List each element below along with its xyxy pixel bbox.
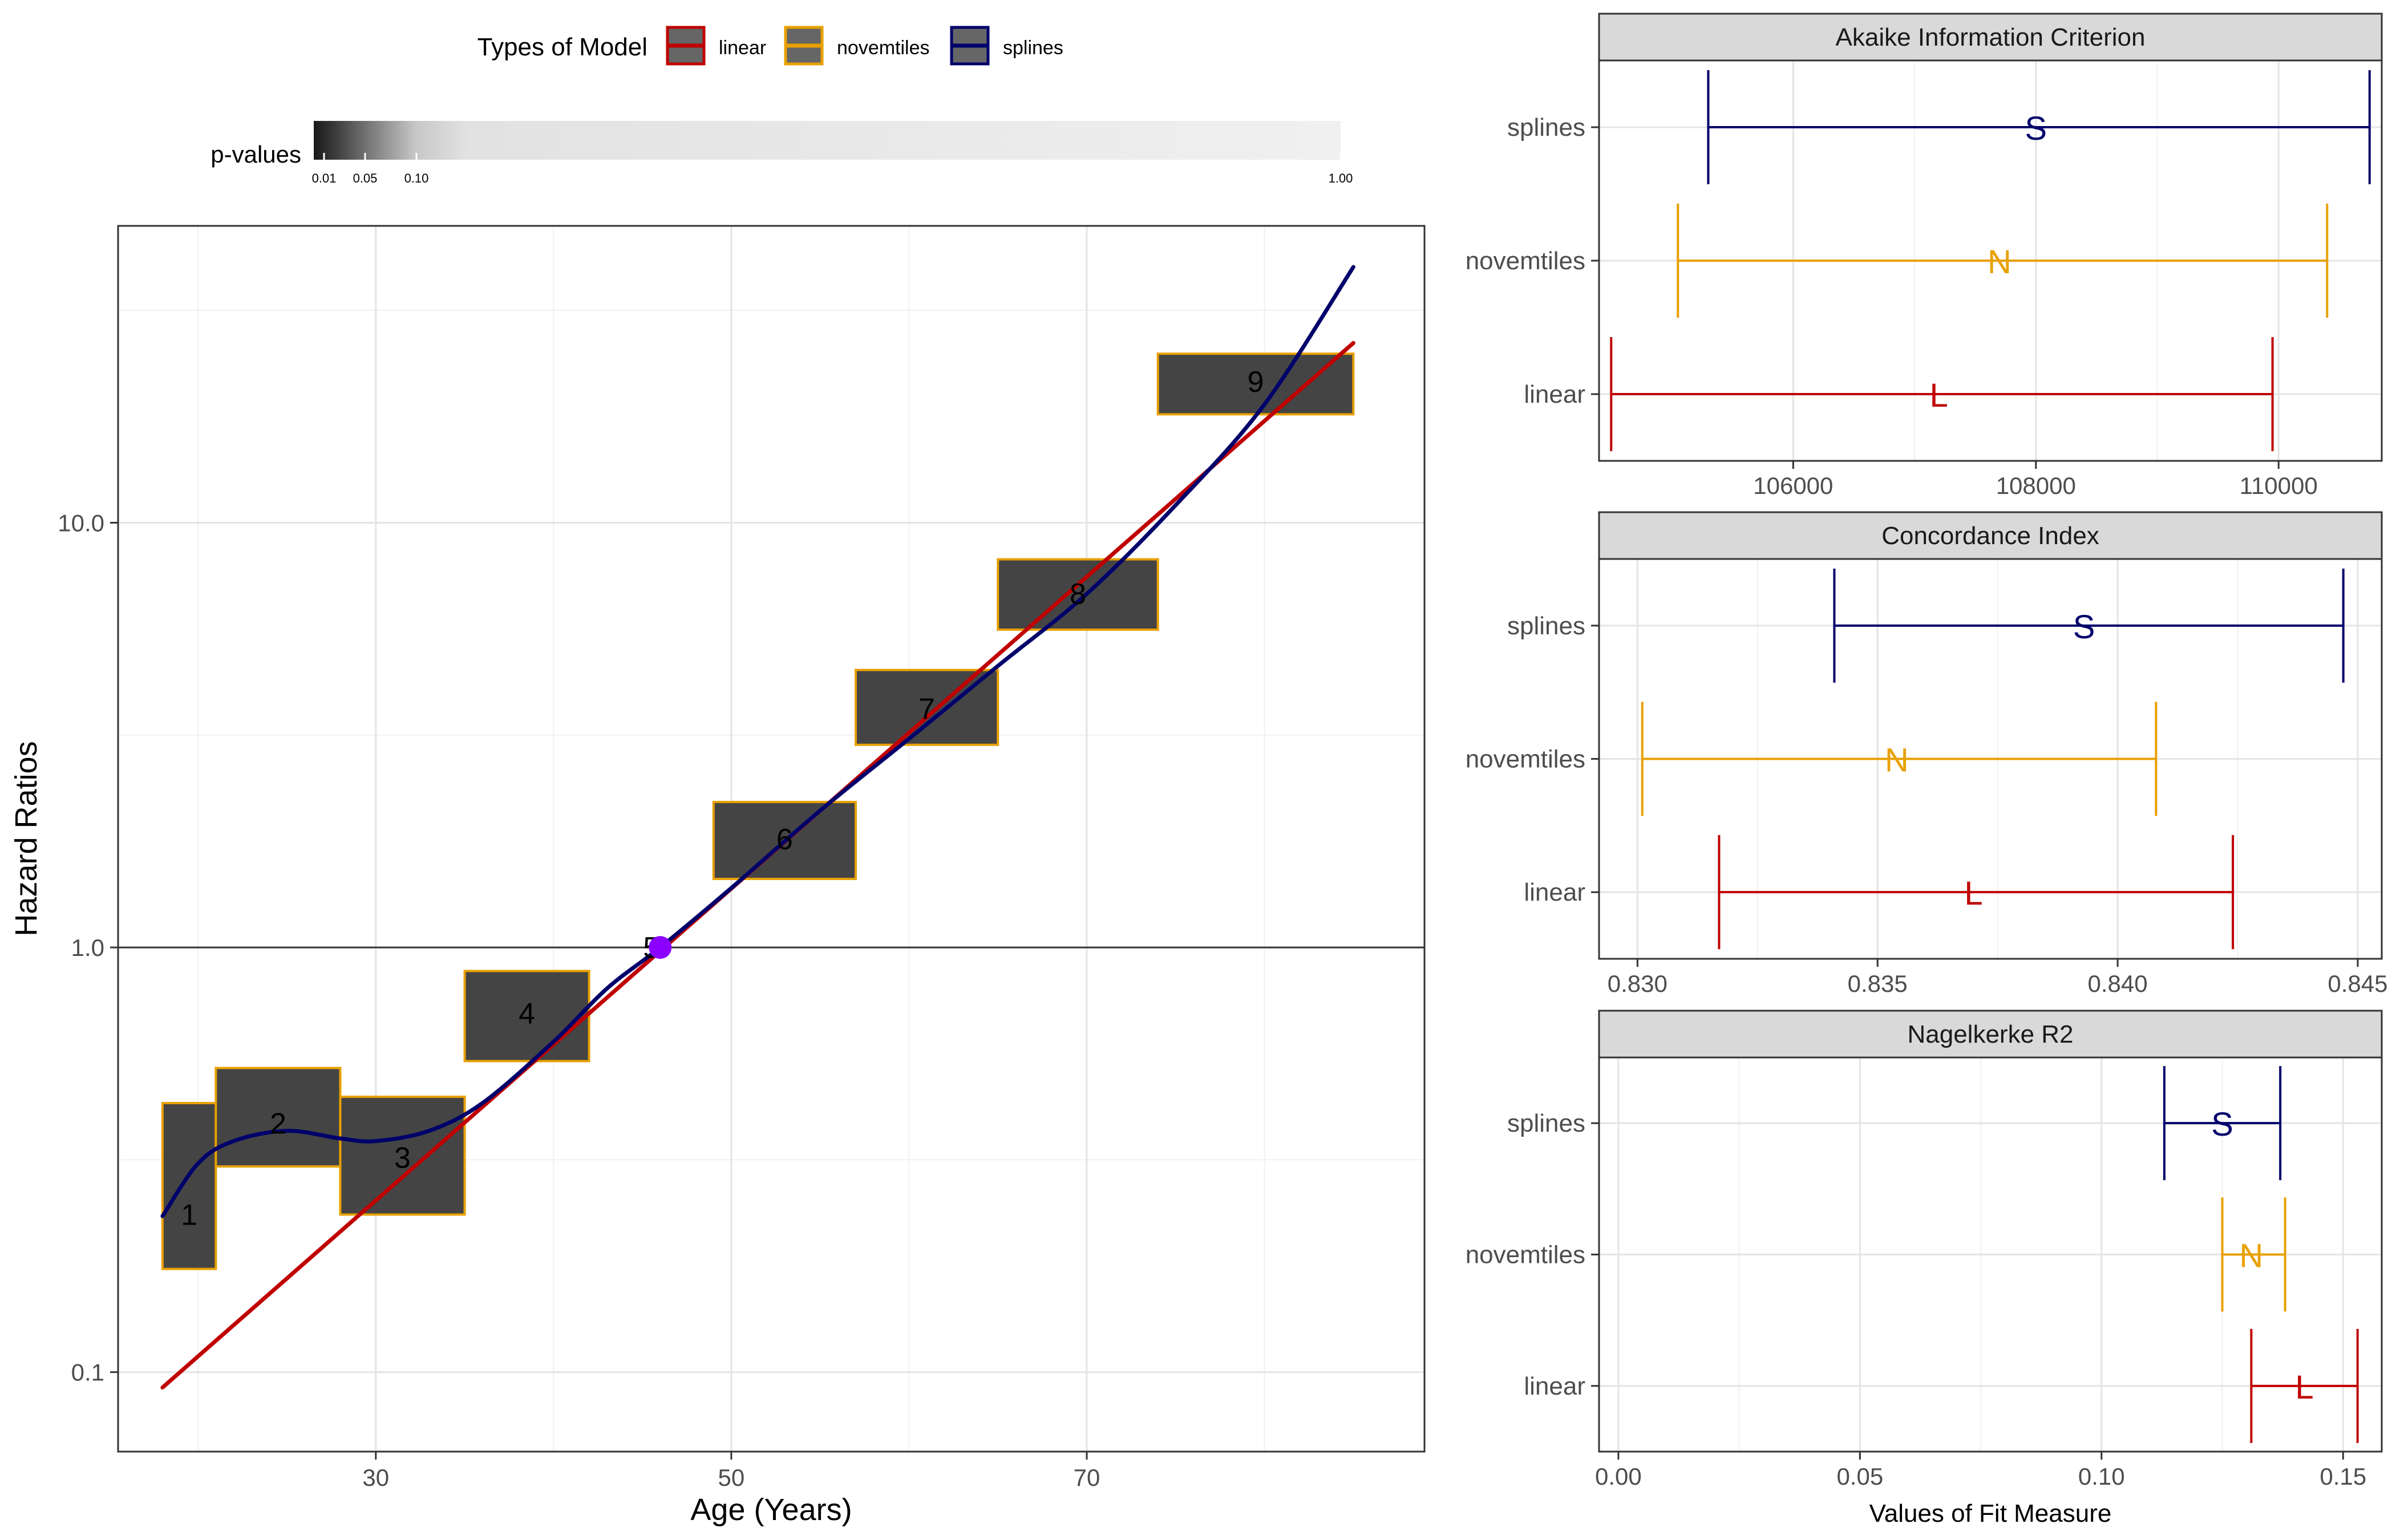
pvalue-tick-label: 0.10 [404,171,429,185]
category-label: splines [1507,612,1585,640]
x-tick-label: 70 [1074,1464,1100,1491]
pvalue-tick-label: 0.05 [353,171,378,185]
x-axis-title: Age (Years) [690,1493,852,1527]
legend-items: linear novemtiles splines [666,26,1063,66]
reference-point [649,936,672,959]
point-marker-linear: L [1964,875,1982,912]
category-label: splines [1507,1109,1585,1137]
novemtile-box-2 [214,1067,342,1168]
point-marker-novemtiles: N [1885,742,1909,779]
x-tick-label: 0.830 [1608,970,1668,997]
x-tick-label: 0.10 [2078,1463,2125,1490]
novemtile-label-6: 6 [776,823,793,856]
pvalue-ticks: 0.01 0.05 0.10 1.00 [312,153,1353,185]
novemtile-label-1: 1 [181,1198,197,1231]
category-label: novemtiles [1466,1241,1585,1269]
novemtile-box-1 [161,1102,217,1270]
x-tick-label: 0.840 [2088,970,2148,997]
facet-strip [1598,511,2383,560]
facet-x-axis-title: Values of Fit Measure [1869,1500,2112,1527]
novemtile-box-4 [463,970,590,1063]
x-tick-label: 106000 [1753,472,1833,499]
splines-curve [160,265,1355,1218]
facet-title: Concordance Index [1881,522,2099,550]
point-marker-novemtiles: N [1988,244,2011,281]
point-marker-splines: S [2211,1106,2233,1143]
novemtile-box-3 [339,1095,466,1216]
x-tick-label: 108000 [1996,472,2076,499]
point-marker-splines: S [2073,609,2095,646]
novemtile-label-9: 9 [1248,366,1264,399]
legend-area: Types of Model linear novemtiles splines p… [211,26,1353,185]
category-label: linear [1524,1372,1585,1400]
novemtile-label-3: 3 [394,1142,411,1175]
y-tick-label: 0.1 [71,1359,104,1386]
pvalue-tick-label: 1.00 [1329,171,1353,185]
novemtile-box-7 [854,668,999,746]
facet-strip [1598,1010,2383,1059]
novemtile-label-7: 7 [918,692,935,726]
category-label: novemtiles [1466,247,1585,275]
x-tick-label: 0.05 [1836,1463,1883,1490]
novemtile-label-4: 4 [519,997,535,1030]
facet-title: Nagelkerke R2 [1907,1020,2073,1048]
category-label: linear [1524,380,1585,408]
x-tick-label: 0.00 [1595,1463,1642,1490]
y-tick-label: 1.0 [71,934,104,961]
point-marker-linear: L [2295,1369,2313,1406]
x-tick-label: 0.15 [2320,1463,2366,1490]
category-label: splines [1507,114,1585,141]
novemtile-label-8: 8 [1070,578,1086,611]
novemtile-box-6 [712,801,857,880]
x-tick-label: 0.845 [2328,970,2387,997]
facet-title: Akaike Information Criterion [1836,23,2146,51]
category-label: novemtiles [1466,745,1585,773]
point-marker-linear: L [1929,377,1948,414]
point-marker-splines: S [2025,110,2047,147]
facet-strip [1598,13,2383,62]
point-marker-novemtiles: N [2239,1238,2263,1275]
category-label: linear [1524,878,1585,906]
x-tick-label: 50 [718,1464,745,1491]
legend-label-linear: linear [719,37,766,59]
plot-border [117,225,1426,1453]
x-tick-label: 110000 [2240,472,2318,499]
legend-label-novemtiles: novemtiles [837,37,930,59]
pvalue-colorbar [314,121,1341,160]
novemtile-box-8 [997,558,1159,631]
novemtile-label-2: 2 [270,1108,286,1141]
x-tick-label: 0.835 [1848,970,1908,997]
legend-label-splines: splines [1003,37,1063,59]
x-tick-label: 30 [362,1464,389,1491]
y-axis-title: Hazard Ratios [9,741,43,936]
pvalue-legend-title: p-values [211,141,301,168]
pvalue-tick-label: 0.01 [312,171,337,185]
legend-title: Types of Model [477,33,647,61]
novemtile-box-9 [1156,352,1355,416]
y-tick-label: 10.0 [58,509,104,536]
